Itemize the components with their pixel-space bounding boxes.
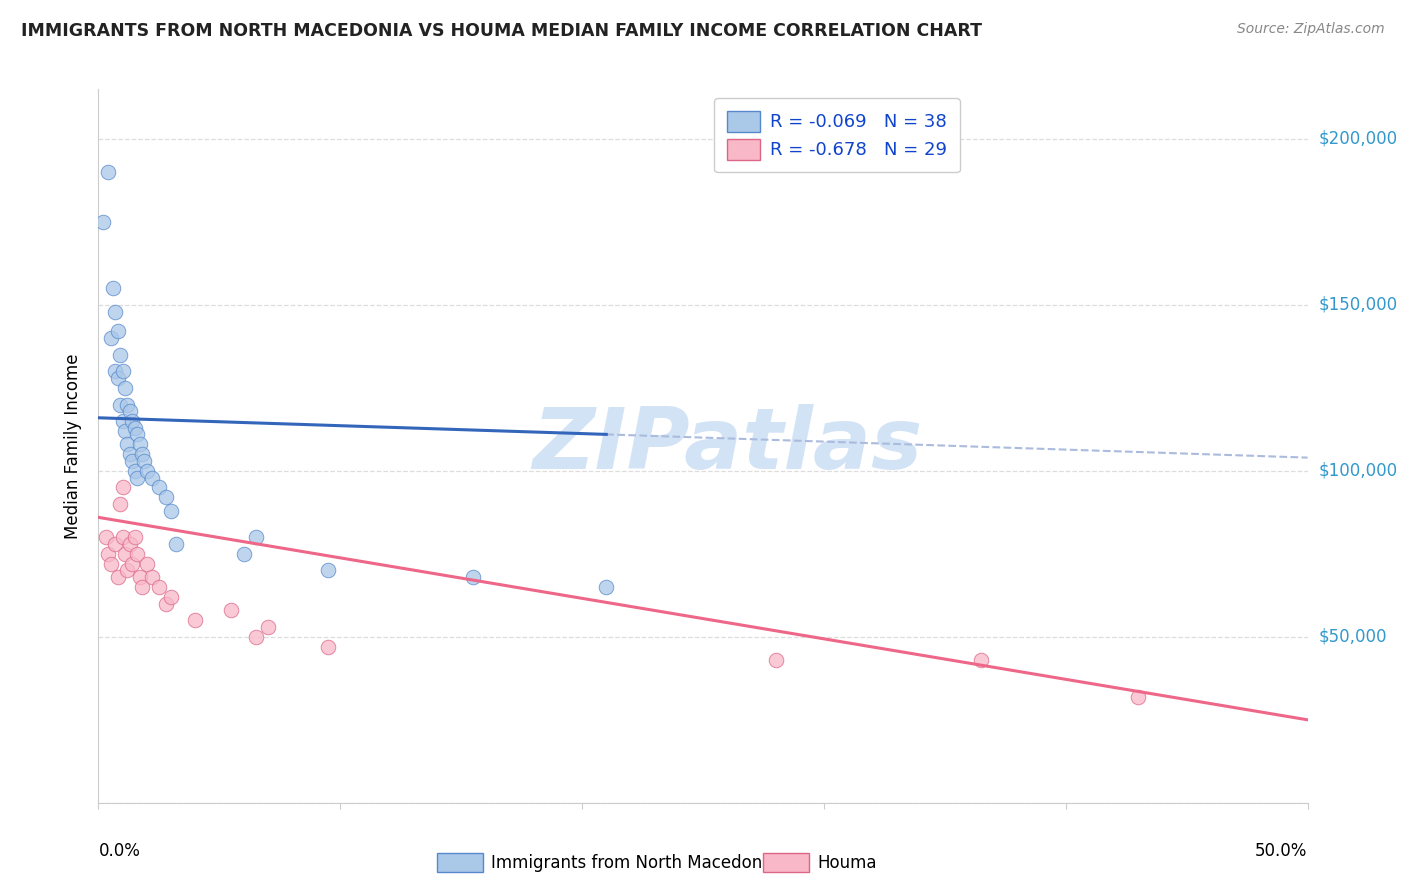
Point xyxy=(118,447,141,461)
FancyBboxPatch shape xyxy=(437,854,482,872)
Point xyxy=(127,427,149,442)
Point xyxy=(117,397,139,411)
Point xyxy=(91,215,114,229)
Point xyxy=(141,470,163,484)
Point xyxy=(104,364,127,378)
Point xyxy=(108,348,131,362)
Point xyxy=(100,557,122,571)
Point xyxy=(160,590,183,604)
Point xyxy=(135,557,157,571)
Point xyxy=(118,404,141,418)
Point xyxy=(256,620,278,634)
Text: Immigrants from North Macedonia: Immigrants from North Macedonia xyxy=(492,854,778,871)
Point xyxy=(111,414,134,428)
Point xyxy=(127,547,149,561)
Text: 0.0%: 0.0% xyxy=(98,842,141,860)
Point xyxy=(595,580,617,594)
Point xyxy=(97,547,120,561)
Point xyxy=(117,564,139,578)
Point xyxy=(124,464,146,478)
FancyBboxPatch shape xyxy=(763,854,810,872)
Point xyxy=(107,325,129,339)
Point xyxy=(111,364,134,378)
Point xyxy=(245,630,267,644)
Point xyxy=(114,381,136,395)
Point xyxy=(128,437,150,451)
Point xyxy=(127,470,149,484)
Point xyxy=(117,437,139,451)
Point xyxy=(184,613,207,627)
Point xyxy=(108,497,131,511)
Point xyxy=(94,530,117,544)
Point xyxy=(100,331,122,345)
Point xyxy=(114,547,136,561)
Point xyxy=(124,530,146,544)
Text: $100,000: $100,000 xyxy=(1319,462,1398,480)
Point xyxy=(765,653,787,667)
Point xyxy=(111,530,134,544)
Point xyxy=(104,537,127,551)
Point xyxy=(124,421,146,435)
Point xyxy=(104,304,127,318)
Point xyxy=(245,530,267,544)
Point xyxy=(232,547,254,561)
Point xyxy=(111,481,134,495)
Point xyxy=(121,454,143,468)
Text: IMMIGRANTS FROM NORTH MACEDONIA VS HOUMA MEDIAN FAMILY INCOME CORRELATION CHART: IMMIGRANTS FROM NORTH MACEDONIA VS HOUMA… xyxy=(21,22,981,40)
Text: $200,000: $200,000 xyxy=(1319,130,1398,148)
Point xyxy=(128,570,150,584)
Point xyxy=(155,597,177,611)
Point xyxy=(97,165,120,179)
Point xyxy=(118,537,141,551)
Y-axis label: Median Family Income: Median Family Income xyxy=(65,353,83,539)
Text: Source: ZipAtlas.com: Source: ZipAtlas.com xyxy=(1237,22,1385,37)
Point xyxy=(970,653,993,667)
Point xyxy=(221,603,243,617)
Point xyxy=(148,481,170,495)
Text: 50.0%: 50.0% xyxy=(1256,842,1308,860)
Point xyxy=(121,414,143,428)
Legend: R = -0.069   N = 38, R = -0.678   N = 29: R = -0.069 N = 38, R = -0.678 N = 29 xyxy=(714,98,960,172)
Point xyxy=(107,371,129,385)
Point xyxy=(463,570,485,584)
Point xyxy=(165,537,187,551)
Point xyxy=(134,454,156,468)
Point xyxy=(160,504,183,518)
Point xyxy=(141,570,163,584)
Text: Houma: Houma xyxy=(818,854,877,871)
Point xyxy=(316,564,339,578)
Point xyxy=(107,570,129,584)
Point xyxy=(155,491,177,505)
Point xyxy=(114,424,136,438)
Point xyxy=(131,580,153,594)
Point xyxy=(131,447,153,461)
Point xyxy=(135,464,157,478)
Point xyxy=(121,557,143,571)
Point xyxy=(1128,690,1150,704)
Text: $50,000: $50,000 xyxy=(1319,628,1388,646)
Point xyxy=(148,580,170,594)
Point xyxy=(101,281,124,295)
Text: $150,000: $150,000 xyxy=(1319,296,1398,314)
Point xyxy=(108,397,131,411)
Text: ZIPatlas: ZIPatlas xyxy=(531,404,922,488)
Point xyxy=(316,640,339,654)
